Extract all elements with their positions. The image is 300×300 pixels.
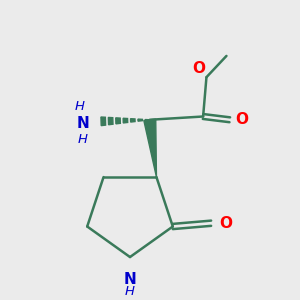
Polygon shape bbox=[116, 118, 120, 124]
Polygon shape bbox=[123, 118, 128, 123]
Text: N: N bbox=[124, 272, 136, 287]
Polygon shape bbox=[145, 119, 150, 120]
Polygon shape bbox=[130, 119, 135, 122]
Text: O: O bbox=[235, 112, 248, 127]
Polygon shape bbox=[108, 117, 113, 125]
Text: O: O bbox=[192, 61, 205, 76]
Text: H: H bbox=[78, 133, 88, 146]
Polygon shape bbox=[138, 119, 142, 121]
Polygon shape bbox=[101, 117, 106, 126]
Text: H: H bbox=[125, 285, 135, 298]
Text: O: O bbox=[220, 216, 232, 231]
Polygon shape bbox=[144, 119, 157, 177]
Text: H: H bbox=[75, 100, 85, 113]
Text: N: N bbox=[77, 116, 89, 130]
